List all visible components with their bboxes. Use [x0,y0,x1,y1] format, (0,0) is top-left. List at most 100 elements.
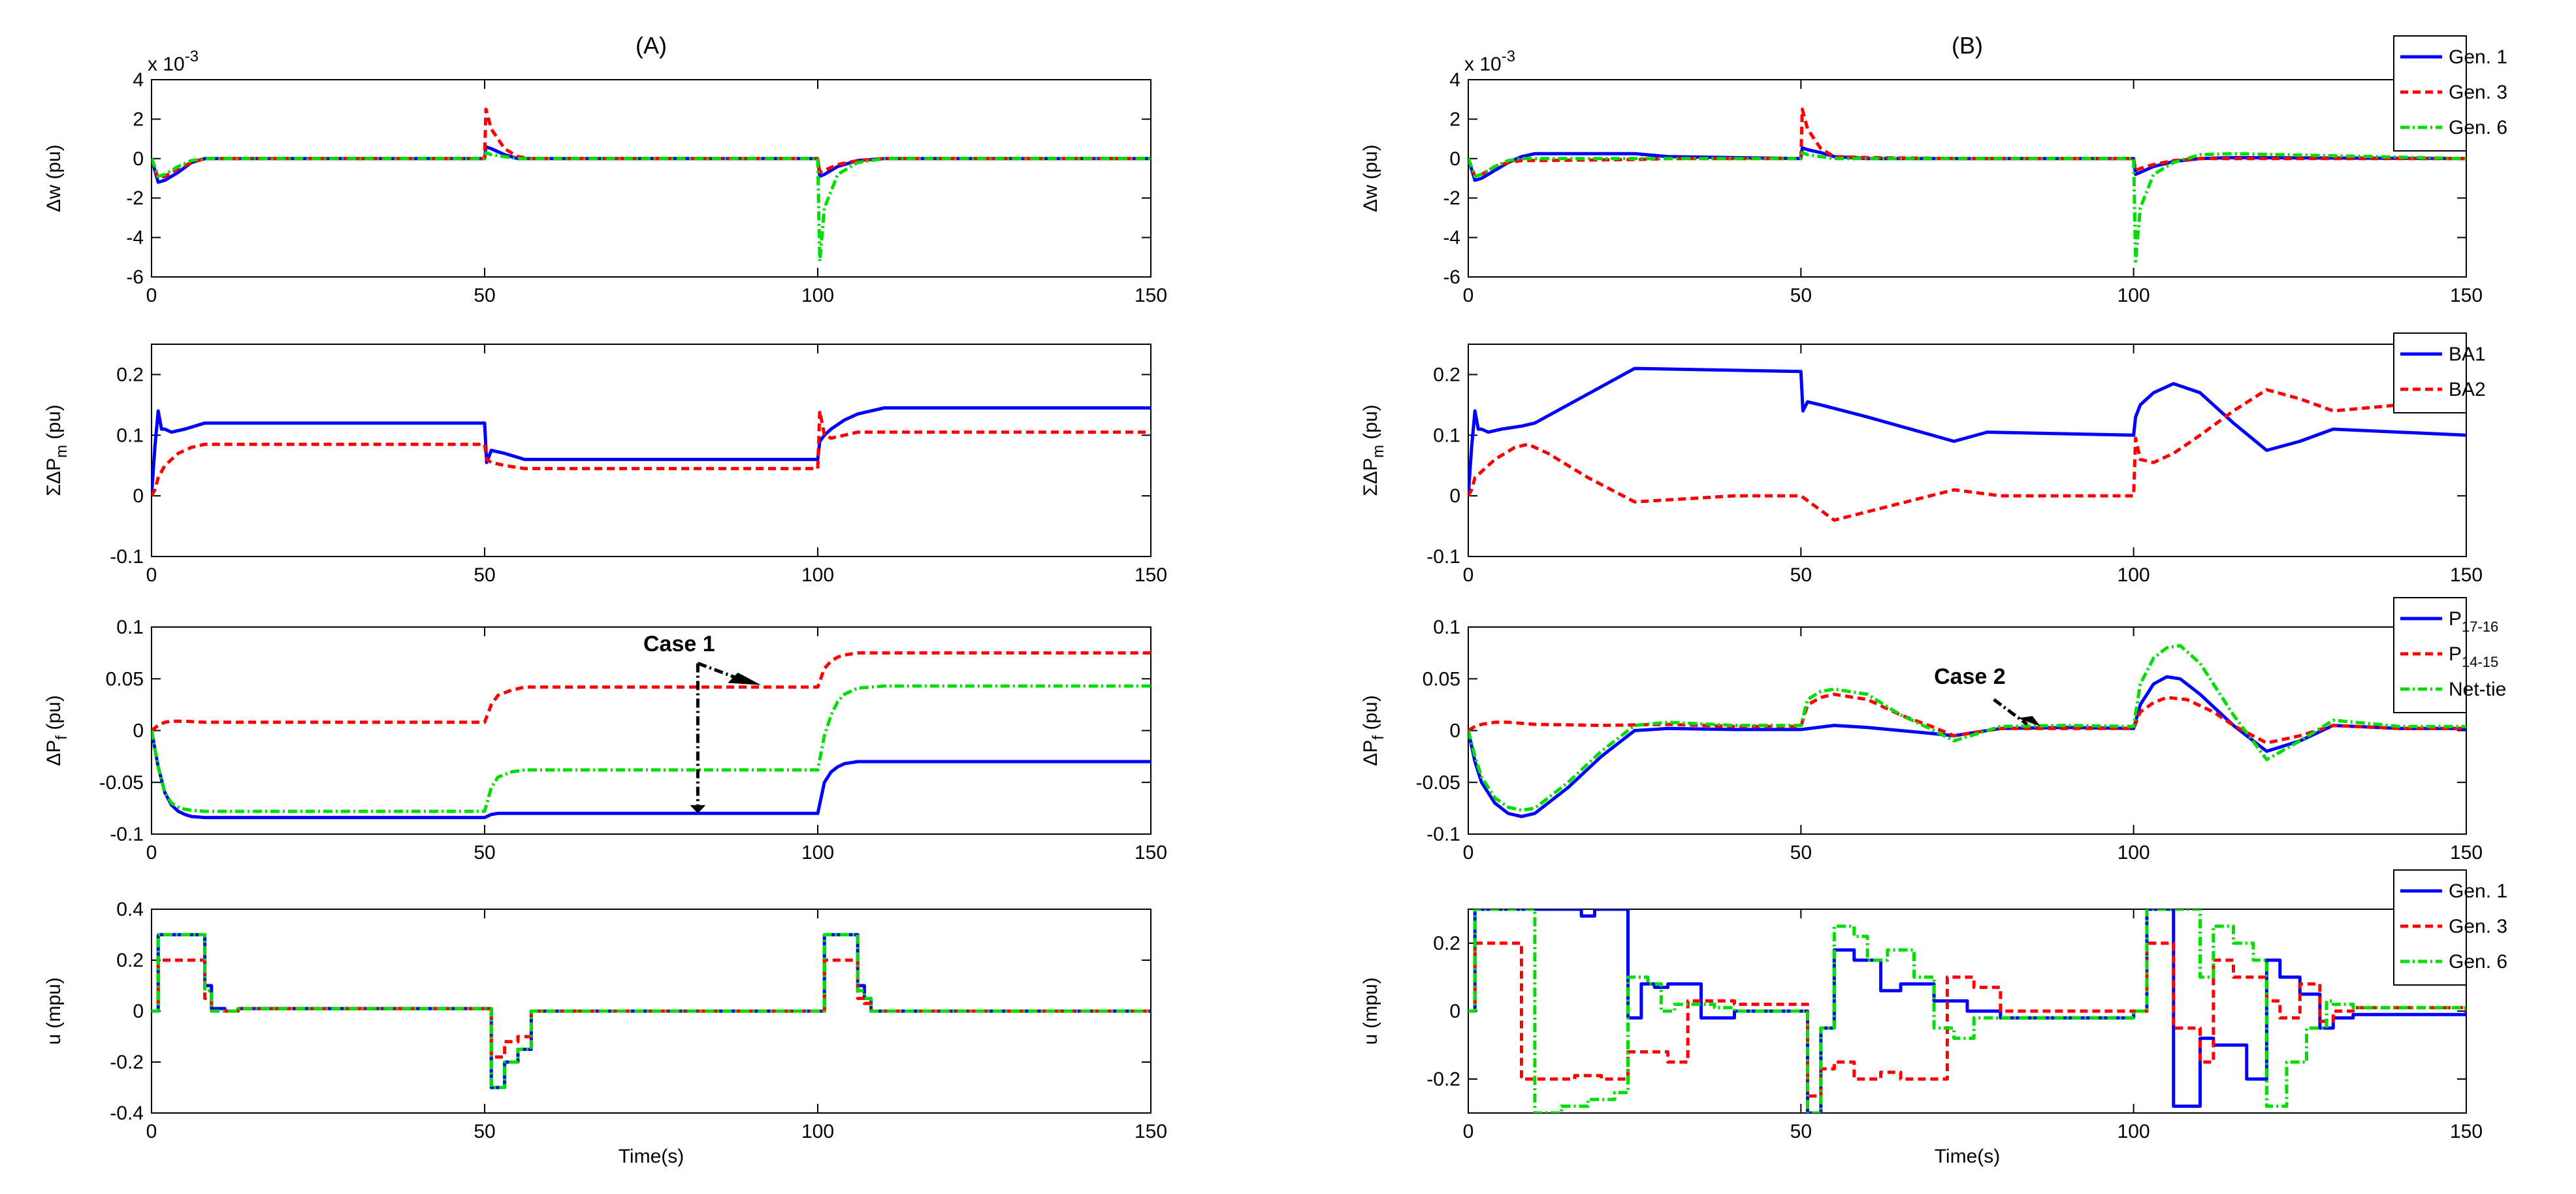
y-tick-label: -6 [1443,266,1460,288]
x-tick-label: 50 [1790,1121,1812,1142]
x-tick-label: 50 [474,842,495,863]
x-tick-label: 0 [1463,564,1474,586]
x-tick-label: 100 [801,1121,834,1142]
y-tick-label: 0.1 [1433,425,1460,446]
series-line-1 [1468,909,2466,1113]
x-tick-label: 150 [1135,1121,1167,1142]
x-tick-label: 0 [1463,842,1474,863]
y-tick-label: 0 [1449,485,1460,507]
panel-B3: 0 50 100 150 -0.1 -0.05 0 0.05 0.1 ΔPf (pu) P17-16… [1360,597,2506,863]
y-tick-label: 2 [1449,108,1460,130]
y-axis-label-unit: (pu) [1360,404,1381,445]
y-tick-label: -0.05 [1416,772,1460,794]
arrowhead-down [690,805,706,814]
y-tick-label: 4 [1449,69,1460,91]
x-tick-label: 100 [801,842,834,863]
y-tick-label: 0 [133,720,144,742]
y-tick-label: 0.1 [116,617,144,638]
x-axis-label: Time(s) [619,1146,684,1167]
x-tick-label: 150 [2450,564,2483,586]
y-tick-label: -0.2 [110,1052,144,1073]
panel-title: (A) [636,32,667,59]
series-line-3 [1468,151,2466,263]
y-axis-label: ΣΔPm (pu) [1360,404,1387,496]
y-tick-label: 0.05 [106,668,144,690]
x-tick-label: 150 [1135,564,1167,586]
legend-label: P14-15 [2449,643,2498,670]
series-group [152,933,1151,1089]
series-group [152,406,1151,497]
y-axis-label: ΔPf (pu) [43,695,71,766]
series-line-3 [1468,644,2466,812]
panel-title: (B) [1952,32,1983,59]
annotation-case-1: Case 1 [630,628,762,814]
y-tick-label: 0 [1449,720,1460,742]
y-axis-label: ΣΔPm (pu) [43,404,71,496]
y-exponent: x 10-3 [148,48,199,75]
x-tick-label: 0 [146,1121,157,1142]
x-tick-label: 0 [146,842,157,863]
axes-box [151,344,1151,557]
y-tick-label: -2 [1443,187,1460,209]
y-axis-label: Δw (pu) [43,144,65,212]
x-tick-label: 150 [2450,285,2483,306]
legend-label: BA2 [2449,379,2486,400]
y-axis-label: ΔPf (pu) [1360,695,1387,766]
y-tick-label: -4 [126,227,144,249]
x-tick-label: 0 [146,564,157,586]
x-tick-label: 100 [2117,1121,2150,1142]
x-tick-label: 150 [2450,1121,2483,1142]
y-tick-label: 0.2 [116,364,144,385]
panel-B4: 0 50 100 150-0.200.2u (mpu)Time(s)Gen. 1Gen… [1360,869,2507,1167]
y-tick-label: -0.05 [99,772,144,794]
y-tick-label: -0.2 [1426,1069,1460,1090]
y-axis-label-unit: (pu) [43,695,65,735]
series-line-2 [1468,107,2466,178]
axes-box [1468,79,2467,278]
y-tick-label: 0 [133,1001,144,1022]
y-axis-label: Δw (pu) [1360,144,1381,212]
series-group [152,107,1151,263]
legend-label: Gen. 1 [2449,46,2507,68]
y-tick-label: -6 [126,266,144,288]
x-axis-label: Time(s) [1935,1146,2001,1167]
legend-label: P17-16 [2449,608,2498,635]
x-tick-label: 100 [2117,285,2150,306]
legend-label: Gen. 1 [2449,880,2507,902]
y-axis-label-sub: m [1370,445,1387,458]
y-tick-label: -0.1 [1426,824,1460,845]
panel-A3: 0 50 100 150 -0.1 -0.05 0 0.05 0.1 ΔPf (pu) Case 1 [43,617,1167,863]
x-tick-label: 100 [2117,842,2150,863]
series-line-2 [152,958,1151,1059]
legend: BA1 BA2 [2393,332,2486,413]
y-tick-label: 2 [133,108,144,130]
y-tick-label: -0.4 [110,1103,144,1124]
annotation-label: Case 1 [643,632,715,656]
x-tick-label: 100 [801,285,834,306]
series-group [1468,909,2466,1113]
y-exponent: x 10-3 [1464,48,1515,75]
legend: P17-16 P14-15 Net-tie [2393,597,2506,713]
panel-B1: 0 50 100 150 -6 -4 -2 0 2 4 Δw (pu) x 10-3 (B) Gen. 1… [1360,32,2507,306]
axes-box [1468,344,2467,557]
legend-label: Gen. 3 [2449,916,2507,937]
panel-A1: 0 50 100 150 -6 -4 -2 0 2 4 Δw (pu) x 10-3 (A) [43,32,1167,306]
arrowhead-right [728,672,762,685]
legend-box [2393,332,2467,413]
y-tick-label: 0 [133,148,144,170]
y-tick-label: 0 [133,485,144,507]
y-axis-label-sub: f [1370,735,1387,740]
series-line-3 [1468,909,2466,1113]
y-tick-label: 0.1 [1433,617,1460,638]
legend-label: Net-tie [2449,679,2506,700]
y-tick-label: 0 [1449,1001,1460,1022]
series-line-1 [1468,675,2466,818]
legend-label: Gen. 3 [2449,82,2507,103]
y-axis-label-sub: m [53,445,71,458]
legend-label: Gen. 6 [2449,117,2507,138]
panel-A4: 0 50 100 150 -0.4 -0.2 0 0.2 0.4 u (mpu) Time(s) [43,899,1167,1167]
series-line-2 [152,651,1151,732]
y-axis-label-unit: (pu) [43,404,65,445]
